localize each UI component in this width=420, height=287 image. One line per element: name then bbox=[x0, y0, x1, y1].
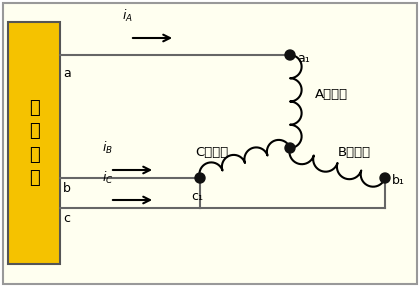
Text: $i_A$: $i_A$ bbox=[122, 8, 133, 24]
Circle shape bbox=[285, 50, 295, 60]
Text: Aコイル: Aコイル bbox=[315, 88, 348, 102]
Text: $i_C$: $i_C$ bbox=[102, 170, 113, 186]
Text: Bコイル: Bコイル bbox=[338, 146, 371, 158]
Text: c: c bbox=[63, 212, 70, 225]
Text: a: a bbox=[63, 67, 71, 80]
Text: Cコイル: Cコイル bbox=[195, 146, 228, 158]
Text: 三
相
電
源: 三 相 電 源 bbox=[29, 99, 39, 187]
Circle shape bbox=[195, 173, 205, 183]
Text: $i_B$: $i_B$ bbox=[102, 140, 113, 156]
Text: c₁: c₁ bbox=[191, 190, 203, 203]
Bar bbox=[8, 22, 60, 264]
Circle shape bbox=[285, 143, 295, 153]
Text: b₁: b₁ bbox=[392, 174, 405, 187]
Text: b: b bbox=[63, 182, 71, 195]
Text: a₁: a₁ bbox=[297, 51, 310, 65]
Circle shape bbox=[380, 173, 390, 183]
